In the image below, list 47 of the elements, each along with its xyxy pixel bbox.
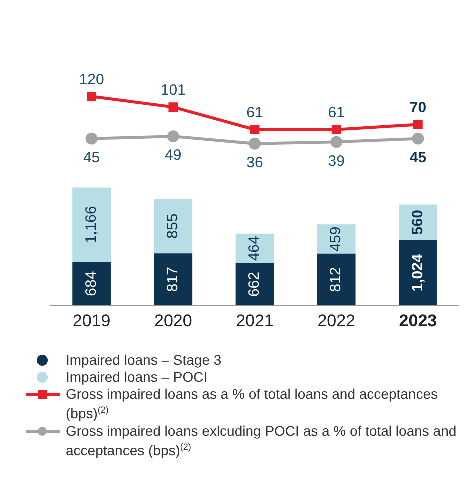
data-label: 61: [246, 104, 264, 122]
point: [249, 138, 261, 150]
point: [86, 132, 98, 145]
data-label: 684: [82, 271, 100, 296]
data-label: 1,166: [82, 206, 100, 244]
data-label: 45: [410, 149, 427, 166]
data-label: 120: [79, 71, 104, 88]
data-label: 101: [160, 82, 186, 99]
point: [87, 92, 96, 102]
data-label: 1,024: [409, 254, 426, 292]
data-label: 560: [409, 210, 426, 236]
point: [412, 132, 424, 145]
data-label: 812: [328, 267, 345, 292]
bar: [317, 224, 356, 254]
point: [250, 125, 260, 134]
data-label: 61: [328, 104, 345, 122]
point: [167, 130, 180, 143]
data-label: 70: [410, 99, 427, 116]
legend-label: Impaired loans – Stage 3: [66, 352, 223, 368]
x-tick-label: 2020: [154, 311, 192, 330]
legend-label: Gross impaired loans as a % of total loans and acceptances (bps)$^{(2)}$: [66, 386, 439, 422]
data-label: 855: [164, 214, 182, 239]
point: [168, 102, 178, 112]
point: [332, 125, 342, 134]
bar: [154, 254, 193, 306]
data-label: 817: [164, 267, 182, 292]
data-label: 459: [328, 226, 345, 252]
bar: [236, 263, 274, 306]
x-tick-label: 2023: [399, 311, 438, 330]
bar: [72, 262, 111, 306]
x-tick-label: 2022: [318, 311, 356, 330]
bar: [317, 254, 356, 306]
data-label: 36: [246, 154, 264, 172]
data-label: 45: [83, 149, 100, 166]
data-label: 39: [328, 152, 345, 170]
x-tick-label: 2019: [72, 311, 111, 330]
bar: [399, 240, 438, 306]
legend-label: Impaired loans – POCI: [66, 369, 209, 385]
x-tick-label: 2021: [236, 311, 274, 330]
data-label: 49: [165, 147, 182, 164]
bar: [154, 199, 193, 254]
bar: [72, 188, 111, 262]
point: [330, 136, 343, 148]
point: [414, 120, 423, 130]
data-label: 662: [246, 272, 264, 298]
legend-label: Gross impaired loans exlcuding POCI as a % of total loans and acceptances (bps)$^{(2)}$: [66, 422, 458, 458]
data-label: 464: [246, 236, 264, 262]
